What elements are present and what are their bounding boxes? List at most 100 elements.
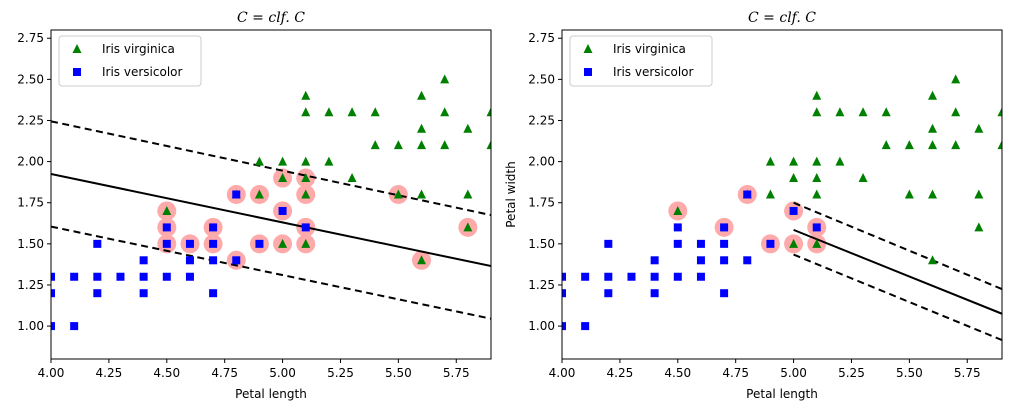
virginica-point (765, 189, 775, 199)
versicolor-point (812, 223, 821, 232)
virginica-point (928, 140, 938, 150)
versicolor-point (766, 239, 775, 248)
versicolor-point (93, 239, 102, 248)
decision-boundary-line (793, 228, 1002, 315)
versicolor-point (604, 272, 613, 281)
virginica-point (347, 107, 357, 117)
virginica-point (974, 222, 984, 232)
x-tick-label: 5.00 (269, 366, 296, 380)
legend-label: Iris versicolor (102, 65, 182, 79)
x-tick-label: 4.25 (96, 366, 123, 380)
virginica-point (812, 107, 822, 117)
y-tick-label: 1.50 (17, 237, 44, 251)
virginica-point (162, 205, 172, 215)
virginica-point (997, 140, 1002, 150)
versicolor-point (162, 272, 171, 281)
versicolor-point (743, 256, 752, 265)
y-tick-label: 2.50 (528, 72, 555, 86)
virginica-point (370, 140, 380, 150)
legend-label: Iris virginica (102, 42, 175, 56)
virginica-point (974, 189, 984, 199)
virginica-point (881, 140, 891, 150)
virginica-point (417, 189, 427, 199)
x-tick-label: 5.50 (385, 366, 412, 380)
virginica-point (835, 156, 845, 166)
chart-panel-1: 4.00 4.25 4.50 4.75 5.00 5.25 5.50 5.75 1.00 1.25… (17, 10, 492, 401)
virginica-point (904, 140, 914, 150)
virginica-point (463, 189, 473, 199)
x-tick-label: 5.25 (327, 366, 354, 380)
y-tick-label: 2.00 (528, 155, 555, 169)
x-tick-label: 4.50 (664, 366, 691, 380)
y-tick-label: 2.75 (17, 31, 44, 45)
virginica-point (370, 107, 380, 117)
virginica-point (951, 140, 961, 150)
margin-line (793, 253, 1002, 342)
decision-boundary-line (51, 172, 491, 268)
y-tick-label: 1.75 (17, 196, 44, 210)
virginica-point (278, 238, 288, 248)
x-tick-label: 4.00 (38, 366, 65, 380)
versicolor-point (51, 322, 55, 331)
versicolor-point (139, 289, 148, 298)
virginica-point (812, 189, 822, 199)
virginica-point (789, 156, 799, 166)
versicolor-point (696, 239, 705, 248)
versicolor-point (278, 206, 287, 215)
virginica-point (928, 189, 938, 199)
legend-frame (569, 35, 713, 87)
y-tick-label: 1.75 (528, 196, 555, 210)
x-tick-label: 5.25 (838, 366, 865, 380)
virginica-point (254, 189, 264, 199)
versicolor-point (139, 272, 148, 281)
legend-square-icon (584, 68, 592, 76)
y-tick-label: 2.25 (528, 113, 555, 127)
versicolor-point (581, 272, 590, 281)
margin-line (51, 225, 491, 320)
virginica-point (928, 255, 938, 265)
x-tick-label: 4.75 (211, 366, 238, 380)
versicolor-point (116, 272, 125, 281)
x-tick-label: 5.75 (954, 366, 981, 380)
chart-panel-2: 4.00 4.25 4.50 4.75 5.00 5.25 5.50 5.75 1.00 1.25… (504, 10, 1003, 401)
chart-title: C = clf. C (237, 10, 305, 26)
virginica-point (254, 156, 264, 166)
virginica-point (812, 173, 822, 183)
versicolor-point (743, 190, 752, 199)
y-tick-label: 1.25 (17, 278, 44, 292)
versicolor-point (673, 239, 682, 248)
versicolor-point (209, 223, 218, 232)
chart-title: C = clf. C (748, 10, 816, 26)
x-tick-label: 4.00 (549, 366, 576, 380)
virginica-point (324, 156, 334, 166)
versicolor-point (720, 256, 729, 265)
y-tick-label: 1.00 (17, 319, 44, 333)
x-tick-label: 5.00 (780, 366, 807, 380)
versicolor-point (720, 223, 729, 232)
legend-label: Iris virginica (613, 42, 686, 56)
virginica-point (858, 107, 868, 117)
versicolor-point (650, 289, 659, 298)
virginica-point (440, 74, 450, 84)
y-tick-label: 2.50 (17, 72, 44, 86)
y-tick-label: 2.00 (17, 155, 44, 169)
versicolor-point (70, 322, 79, 331)
versicolor-point (673, 223, 682, 232)
virginica-point (789, 173, 799, 183)
versicolor-point (562, 289, 566, 298)
virginica-point (278, 173, 288, 183)
x-tick-label: 5.50 (896, 366, 923, 380)
versicolor-point (209, 289, 218, 298)
legend-triangle-icon (583, 44, 593, 53)
virginica-point (463, 222, 473, 232)
virginica-point (463, 123, 473, 133)
x-tick-label: 5.75 (443, 366, 470, 380)
virginica-point (881, 107, 891, 117)
legend: Iris virginica Iris versicolor (569, 35, 713, 87)
versicolor-point (720, 289, 729, 298)
versicolor-point (562, 322, 566, 331)
versicolor-point (185, 272, 194, 281)
versicolor-point (93, 272, 102, 281)
virginica-point (301, 107, 311, 117)
versicolor-point (673, 272, 682, 281)
